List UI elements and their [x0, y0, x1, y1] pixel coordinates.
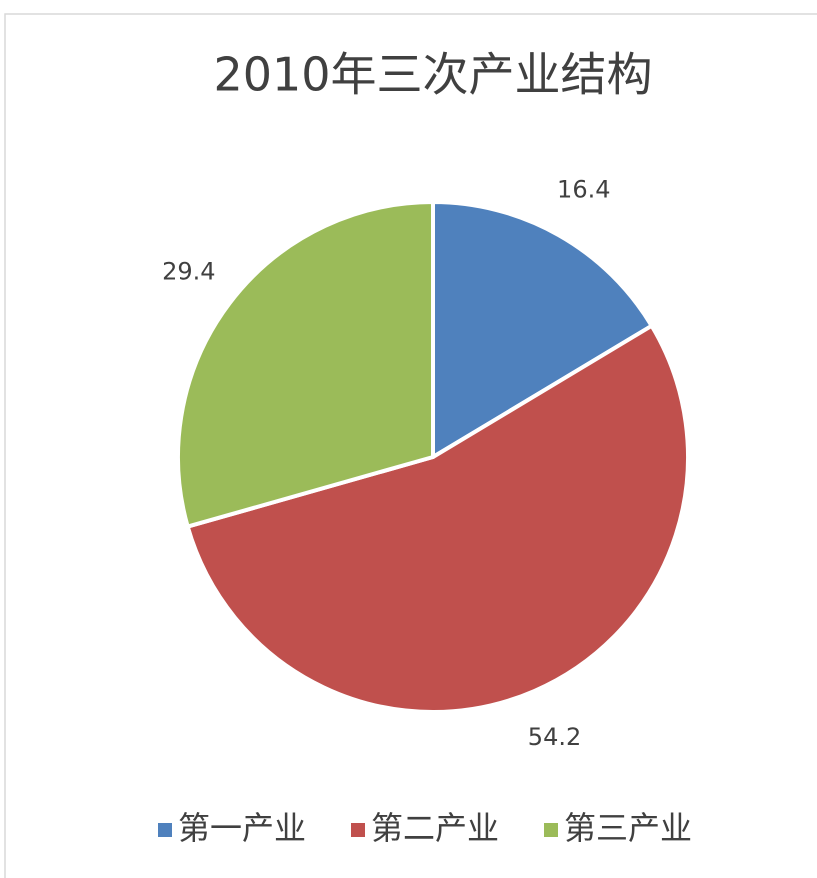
pie-slice [185, 323, 690, 714]
data-label: 29.4 [162, 258, 215, 286]
legend-label: 第一产业 [178, 809, 306, 847]
legend-swatch [351, 823, 365, 837]
chart-title: 2010年三次产业结构 [213, 48, 652, 102]
data-label: 16.4 [557, 176, 610, 204]
legend-label: 第二产业 [371, 809, 499, 847]
legend-label: 第三产业 [564, 809, 692, 847]
pie-slice [431, 200, 654, 459]
legend-swatch [544, 823, 558, 837]
legend-swatch [158, 823, 172, 837]
data-label: 54.2 [528, 723, 581, 751]
pie-slice [176, 200, 435, 529]
